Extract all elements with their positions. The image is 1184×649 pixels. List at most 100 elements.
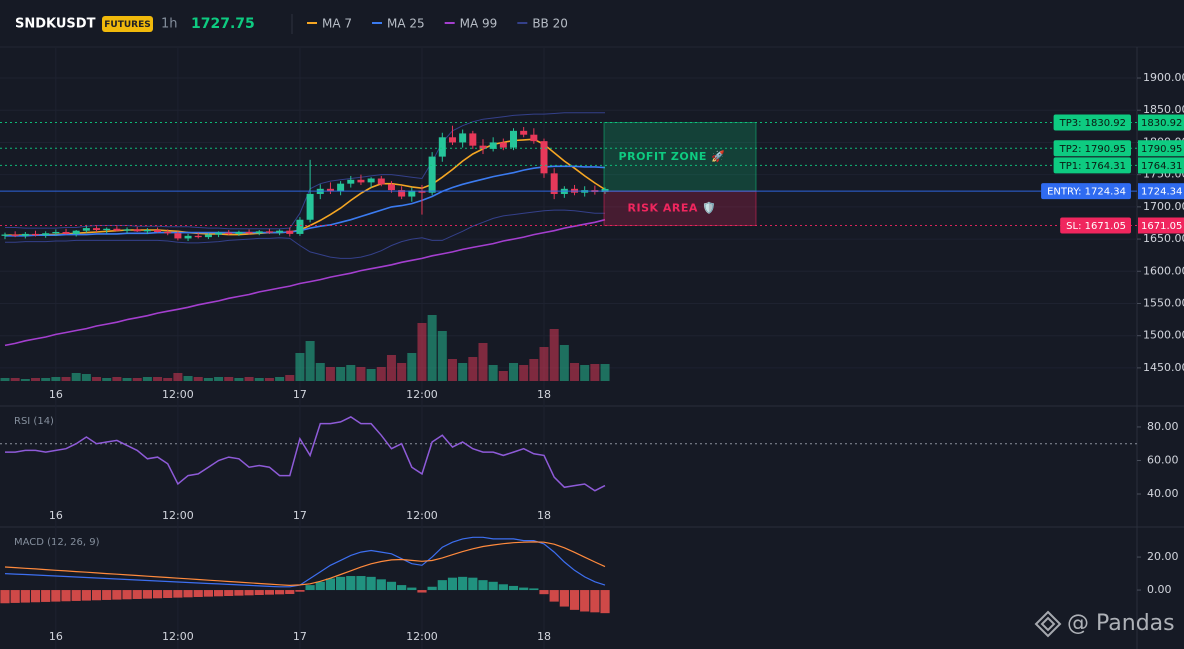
volume-bar [122,378,132,381]
volume-bar [305,341,315,381]
volume-bar [173,373,183,381]
level-axis-bg [1138,140,1184,157]
candle-body [286,230,294,234]
candle-body [540,141,548,174]
volume-bar [437,331,447,381]
x-tick-label: 18 [537,388,551,401]
zone-label: RISK AREA 🛡️ [628,201,717,214]
indicator-line [5,209,605,259]
level-tag: SL: 1671.05 [1066,221,1126,232]
volume-bar [112,377,122,381]
histogram-bar [559,590,569,607]
volume-bar [102,378,112,381]
volume-bar [92,377,102,381]
volume-bar [580,365,590,381]
histogram-bar [305,585,315,591]
volume-bar [163,378,173,381]
y-tick-label: 1900.00 [1143,71,1184,84]
histogram-bar [81,590,91,601]
candle-body [123,229,131,231]
symbol: SNDKUSDT [15,17,96,32]
x-tick-label: 18 [537,630,551,643]
legend-label: MA 7 [322,17,352,31]
histogram-bar [529,588,539,591]
histogram-bar [224,590,234,596]
volume-bar [356,367,366,381]
candle-body [11,234,19,236]
histogram-bar [356,576,366,591]
volume-bar [285,375,295,381]
candle-body [469,133,477,146]
legend-label: BB 20 [532,17,568,31]
volume-bar [427,315,437,381]
level-tag: TP3: 1830.92 [1059,118,1126,129]
candle-body [296,219,304,234]
y-tick-label: 1500.00 [1143,329,1184,342]
volume-bar [478,343,488,381]
volume-bar [458,363,468,381]
volume-bar [203,378,213,381]
candle-body [550,173,558,194]
volume-bar [234,378,244,381]
candle-body [489,142,497,149]
volume-bar [336,367,346,381]
level-tag-bg [1053,157,1131,174]
histogram-bar [173,590,183,598]
volume-bar [509,363,518,381]
candle-body [387,184,395,191]
level-tag-bg [1060,217,1131,234]
histogram-bar [193,590,203,597]
x-tick-label: 12:00 [406,509,438,522]
histogram-bar [508,585,519,591]
histogram-bar [590,590,600,613]
candle-body [326,188,334,192]
y-tick-label: 0.00 [1147,583,1172,596]
badge-bg [102,16,153,32]
volume-bar [559,345,569,381]
candle-body [194,235,202,238]
level-axis-bg [1138,157,1184,174]
histogram-bar [346,576,356,591]
level-axis-bg [1138,114,1184,131]
histogram-bar [539,590,549,595]
volume-bar [132,378,142,381]
last-price: 1727.75 [191,16,255,32]
level-tag-bg [1053,114,1131,131]
x-tick-label: 16 [49,388,63,401]
candle-body [32,233,40,236]
rsi-line [5,416,606,492]
volume-bar [61,377,71,381]
histogram-bar [254,590,264,596]
volume-bar [295,353,305,381]
histogram-bar [468,577,478,591]
y-tick-label: 60.00 [1147,453,1179,466]
candle-body [418,190,426,193]
volume-bar [519,365,529,381]
volume-bar [376,367,386,381]
candle-body [245,231,253,234]
macd-title: MACD (12, 26, 9) [14,537,100,548]
histogram-bar [61,590,71,602]
level-axis-label: 1764.31 [1141,161,1182,172]
candle-body [520,130,528,135]
indicator-line [5,165,606,237]
candle-body [225,232,233,234]
candle-body [357,179,365,183]
rsi-title: RSI (14) [14,416,54,427]
x-tick-label: 12:00 [162,630,194,643]
volume-bar [183,376,193,381]
x-tick-label: 12:00 [406,630,438,643]
candle-body [93,228,101,231]
level-tag-bg [1041,183,1131,200]
histogram-bar [569,590,580,610]
volume-bar [264,378,274,381]
histogram-bar [0,590,10,604]
badge: FUTURES [104,20,150,30]
indicator-line [5,138,606,236]
candle-body [103,228,111,231]
candle-body [113,228,121,231]
volume-bar [447,359,457,381]
histogram-bar [519,587,529,591]
level-tag: ENTRY: 1724.34 [1047,187,1126,198]
